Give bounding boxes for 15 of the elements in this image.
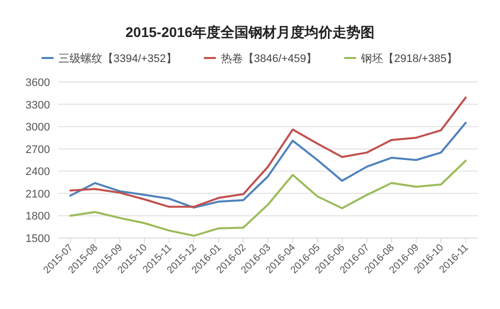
line-series — [69, 96, 467, 208]
y-tick-label: 3300 — [26, 99, 50, 112]
y-tick-label: 3600 — [26, 77, 50, 89]
y-tick-label: 2700 — [26, 144, 50, 156]
y-tick-label: 1500 — [26, 233, 50, 245]
legend-label: 三级螺纹【3394/+352】 — [58, 52, 177, 65]
legend-label: 钢坯【2918/+385】 — [360, 52, 458, 65]
line-series — [69, 122, 467, 209]
line-series — [69, 160, 467, 237]
legend-label: 热卷【3846/+459】 — [220, 52, 318, 65]
chart-title: 2015-2016年度全国钢材月度均价走势图 — [126, 24, 374, 40]
y-tick-label: 2100 — [26, 188, 50, 200]
y-tick-label: 1800 — [26, 210, 50, 223]
y-tick-label: 3000 — [26, 122, 50, 134]
y-tick-label: 2400 — [26, 166, 50, 178]
